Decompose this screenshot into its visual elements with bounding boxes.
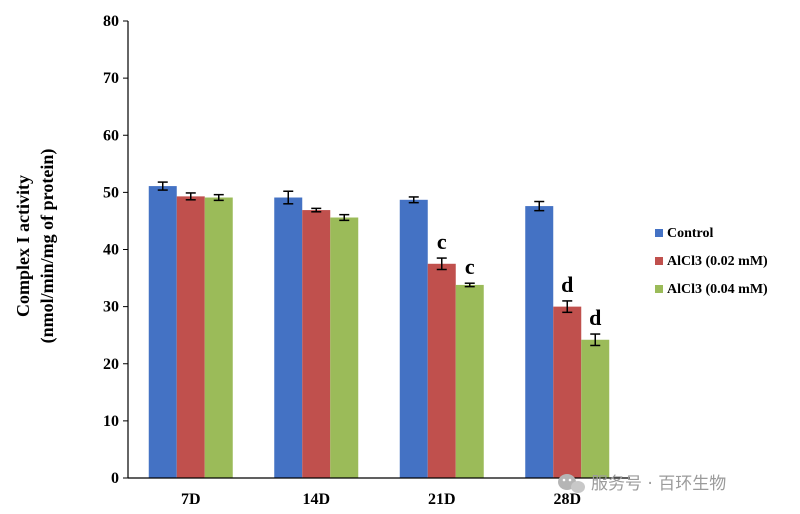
y-tick-label: 20 — [103, 356, 119, 373]
bar — [399, 199, 428, 478]
legend-label: AlCl3 (0.02 mM) — [667, 254, 768, 269]
x-category-label: 7D — [181, 491, 201, 508]
y-tick-label: 40 — [103, 242, 119, 259]
legend-swatch — [655, 285, 663, 293]
legend-swatch — [655, 229, 663, 237]
significance-label: d — [589, 305, 601, 330]
wechat-icon — [558, 474, 585, 493]
bar — [302, 210, 331, 479]
bar — [204, 197, 233, 479]
x-category-label: 21D — [428, 491, 456, 508]
bar — [274, 197, 303, 479]
legend-swatch — [655, 257, 663, 265]
significance-label: c — [437, 229, 447, 254]
bars — [148, 186, 610, 479]
bar — [148, 186, 177, 478]
y-tick-label: 60 — [103, 127, 119, 144]
y-tick-label: 30 — [103, 299, 119, 316]
bar — [525, 206, 554, 478]
error-bars — [157, 181, 601, 347]
significance-label: c — [465, 254, 475, 279]
bar — [427, 263, 456, 478]
y-axis-label: Complex I activity (nmol/min/mg of prote… — [13, 149, 58, 344]
legend: Control AlCl3 (0.02 mM) AlCl3 (0.04 mM) — [655, 226, 768, 297]
bar — [581, 339, 610, 478]
x-category-label: 14D — [302, 491, 330, 508]
y-tick-label: 50 — [103, 184, 119, 201]
y-axis-ticks: 0 10 20 30 40 50 60 70 80 — [103, 13, 128, 487]
significance-annotations: cc dd — [437, 229, 602, 330]
bar — [553, 306, 582, 478]
watermark-text: 服务号 · 百环生物 — [591, 474, 726, 494]
bar — [455, 284, 484, 478]
bar — [176, 196, 205, 478]
significance-label: d — [561, 272, 573, 297]
x-axis-categories: 7D 14D 21D 28D — [181, 491, 581, 508]
legend-label: AlCl3 (0.04 mM) — [667, 282, 768, 297]
legend-label: Control — [667, 226, 714, 241]
y-tick-label: 0 — [111, 470, 119, 487]
axes — [127, 21, 630, 479]
y-tick-label: 10 — [103, 413, 119, 430]
x-category-label: 28D — [553, 491, 581, 508]
y-tick-label: 80 — [103, 13, 119, 30]
y-tick-label: 70 — [103, 70, 119, 87]
y-axis-label-line2: (nmol/min/mg of protein) — [37, 149, 58, 344]
y-axis-label-line1: Complex I activity — [13, 175, 33, 317]
watermark: 服务号 · 百环生物 — [558, 474, 726, 494]
bar — [330, 217, 359, 478]
